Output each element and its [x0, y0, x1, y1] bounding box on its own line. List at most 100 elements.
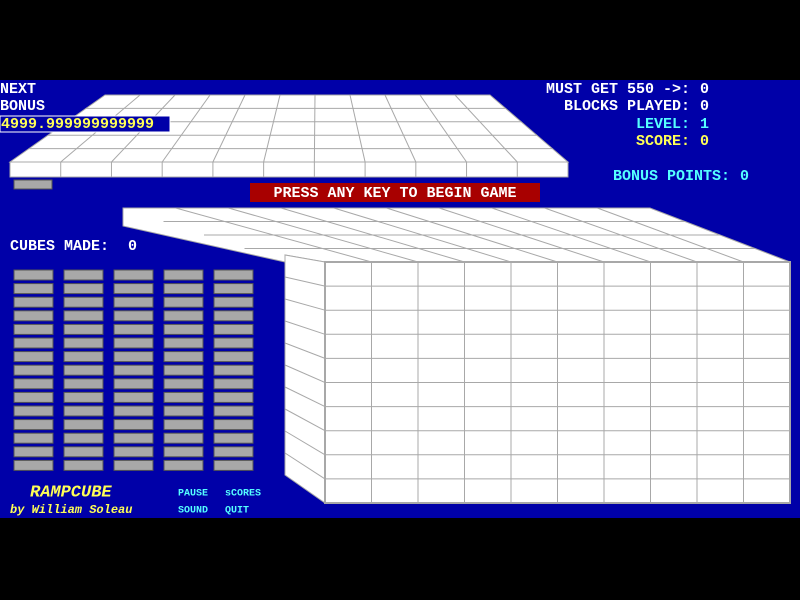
- cube-slot: [213, 323, 254, 335]
- board-line: [284, 364, 326, 383]
- cube-slot: [113, 351, 154, 363]
- board-line: [439, 207, 605, 263]
- board-line: [284, 342, 326, 359]
- board-line: [284, 386, 326, 408]
- banner-bg: [250, 183, 540, 202]
- cube-slot: [163, 405, 204, 417]
- cube-slot: [13, 296, 54, 308]
- cube-slot: [113, 269, 154, 281]
- blocks-played-label: BLOCKS PLAYED:: [564, 98, 690, 115]
- cube-slot: [63, 446, 104, 458]
- cube-slot: [113, 283, 154, 295]
- menu-item[interactable]: SOUND: [178, 506, 208, 517]
- banner: PRESS ANY KEY TO BEGIN GAME: [273, 185, 516, 202]
- board-line: [454, 94, 518, 163]
- cube-slot: [13, 283, 54, 295]
- board-line: [544, 207, 698, 263]
- cube-slot: [113, 378, 154, 390]
- cube-slot: [113, 296, 154, 308]
- board-line: [419, 94, 467, 163]
- board-line: [263, 94, 281, 163]
- board-line: [491, 207, 651, 263]
- must-get-value: 0: [700, 81, 709, 98]
- cube-slot: [113, 446, 154, 458]
- cube-slot: [163, 459, 204, 471]
- cube-slot: [63, 351, 104, 363]
- blocks-played-value: 0: [700, 98, 709, 115]
- cube-slot: [213, 405, 254, 417]
- board-line: [161, 94, 211, 163]
- cube-slot: [63, 419, 104, 431]
- board-line: [386, 207, 558, 263]
- cube-slot: [163, 391, 204, 403]
- bonus-box: [0, 115, 171, 133]
- cube-slot: [163, 378, 204, 390]
- cube-slot: [163, 269, 204, 281]
- cube-slot: [213, 378, 254, 390]
- game-title: RAMPCUBE: [30, 483, 112, 502]
- cube-slot: [13, 323, 54, 335]
- score-value: 0: [700, 133, 709, 150]
- cube-slot: [163, 446, 204, 458]
- board-line: [284, 452, 326, 480]
- menu-item[interactable]: PAUSE: [178, 489, 208, 500]
- cube-slot: [13, 446, 54, 458]
- board-line: [284, 430, 326, 456]
- bonus-points-value: 0: [740, 168, 749, 185]
- cube-slot: [163, 296, 204, 308]
- board-line: [228, 207, 419, 263]
- board-line: [284, 320, 326, 335]
- cube-slot: [213, 310, 254, 322]
- cube-slot: [63, 459, 104, 471]
- menu-item[interactable]: QUIT: [225, 506, 249, 517]
- cube-slot: [113, 337, 154, 349]
- bonus-points-label: BONUS POINTS:: [613, 168, 730, 185]
- cube-slot: [13, 337, 54, 349]
- level-label: LEVEL:: [636, 116, 690, 133]
- cubes-made-label: CUBES MADE:: [10, 238, 109, 255]
- cube-slot: [13, 364, 54, 376]
- cube-slot: [163, 351, 204, 363]
- cube-slot: [63, 283, 104, 295]
- cube-slot: [113, 364, 154, 376]
- cube-slot: [13, 269, 54, 281]
- level-value: 1: [700, 116, 709, 133]
- cube-slot: [163, 310, 204, 322]
- cube-slot: [13, 378, 54, 390]
- board-line: [349, 94, 366, 163]
- board-line: [384, 94, 417, 163]
- cube-slot: [113, 405, 154, 417]
- cube-slot: [63, 269, 104, 281]
- cube-slot: [213, 296, 254, 308]
- bonus-label: BONUS: [0, 98, 45, 115]
- board-line: [284, 298, 326, 311]
- boards: [8, 94, 791, 504]
- board-line: [175, 207, 372, 263]
- cube-slot: [163, 283, 204, 295]
- cube-slot: [13, 405, 54, 417]
- menu-item[interactable]: sCORES: [225, 489, 261, 500]
- cube-slot: [213, 446, 254, 458]
- cube-slot: [13, 459, 54, 471]
- board-line: [313, 94, 316, 163]
- cube-slot: [63, 296, 104, 308]
- cube-slot: [213, 432, 254, 444]
- cube-slot: [63, 364, 104, 376]
- cube-slot: [113, 323, 154, 335]
- cube-slot: [113, 459, 154, 471]
- cube-slot: [213, 459, 254, 471]
- board-line: [284, 408, 326, 432]
- cube-slot: [13, 419, 54, 431]
- cube-slot: [113, 432, 154, 444]
- cube-slot: [213, 283, 254, 295]
- next-piece: [13, 179, 53, 190]
- author: by William Soleau: [10, 503, 132, 517]
- must-get-label: MUST GET 550 ->:: [546, 81, 690, 98]
- cube-slot: [63, 391, 104, 403]
- cube-slot: [213, 364, 254, 376]
- next-label: NEXT: [0, 81, 36, 98]
- cube-slot: [163, 432, 204, 444]
- cube-slot: [13, 432, 54, 444]
- cube-slot: [63, 432, 104, 444]
- cube-slot: [163, 364, 204, 376]
